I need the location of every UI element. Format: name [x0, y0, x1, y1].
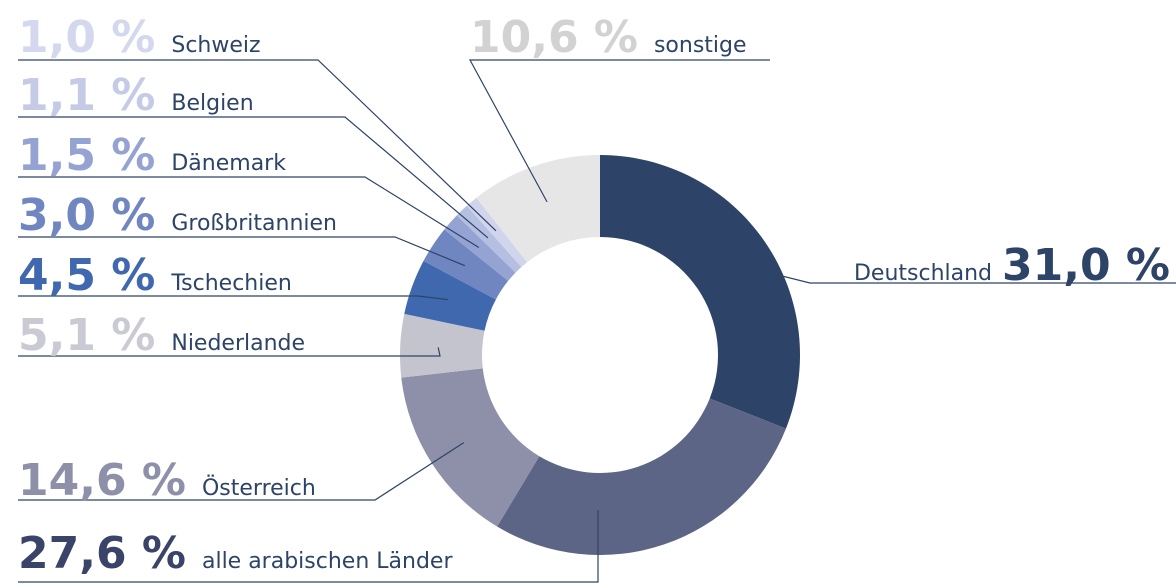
value-label: 10,6 % [470, 12, 638, 63]
category-label: Dänemark [171, 151, 286, 176]
category-label: sonstige [654, 33, 747, 58]
leader-line [18, 59, 497, 232]
donut-slice [600, 155, 800, 429]
category-label: Schweiz [171, 33, 260, 58]
donut-slice [444, 215, 516, 281]
category-label: Niederlande [171, 331, 305, 356]
leader-line [18, 116, 489, 239]
leader-line [18, 176, 480, 248]
category-label: Deutschland [854, 261, 992, 286]
leader-line [18, 347, 441, 357]
donut-slice [423, 229, 509, 300]
donut-slice [466, 197, 528, 267]
category-label: Belgien [171, 91, 253, 116]
leader-line [18, 236, 466, 267]
leader-line [733, 263, 1176, 284]
category-label: Großbritannien [171, 211, 337, 236]
donut-slice [456, 205, 522, 273]
donut-slice [476, 155, 600, 263]
value-label: 5,1 % [18, 310, 155, 361]
value-label: 1,1 % [18, 70, 155, 121]
category-label: Österreich [202, 475, 316, 501]
value-label: 14,6 % [18, 455, 186, 506]
leader-line [468, 59, 770, 203]
category-label: Tschechien [170, 271, 291, 296]
donut-slice [401, 368, 540, 527]
value-label: 1,0 % [18, 12, 155, 63]
leader-line [18, 442, 465, 501]
category-label: alle arabischen Länder [202, 549, 453, 574]
leader-line [18, 295, 448, 301]
value-label: 27,6 % [18, 528, 186, 579]
value-label: 1,5 % [18, 130, 155, 181]
value-label: 31,0 % [1002, 240, 1170, 291]
donut-slice [497, 398, 786, 555]
donut-slice [399, 313, 485, 378]
value-label: 4,5 % [18, 250, 155, 301]
value-label: 3,0 % [18, 190, 155, 241]
leader-line [18, 510, 599, 583]
donut-slice [404, 260, 496, 331]
